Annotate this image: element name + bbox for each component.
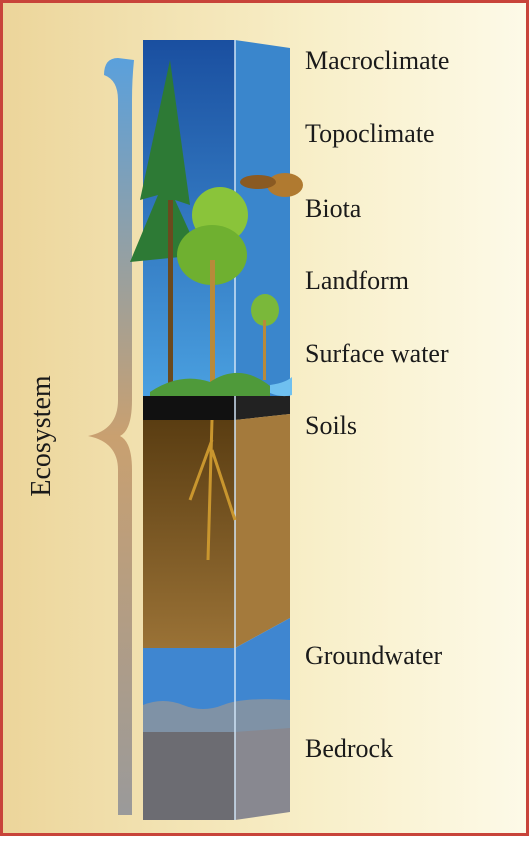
layer-label: Surface water (305, 339, 449, 368)
layer-label: Topoclimate (305, 119, 435, 148)
title: Ecosystem (26, 375, 57, 497)
layer-label: Groundwater (305, 641, 443, 670)
layer-label: Landform (305, 266, 409, 295)
layer-label: Macroclimate (305, 46, 449, 75)
layer-label: Biota (305, 194, 362, 223)
column (130, 40, 303, 820)
layer-label: Bedrock (305, 734, 393, 763)
layer-label: Soils (305, 411, 357, 440)
ecosystem-diagram: Ecosystem Macroclimate Topoclimate Biota La… (0, 0, 529, 836)
